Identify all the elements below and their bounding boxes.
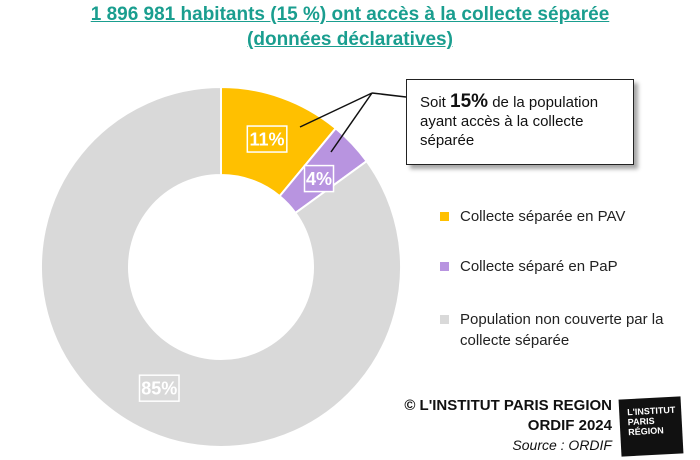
logo-line-3: RÉGION: [628, 425, 664, 438]
legend-label-pap: Collecte séparé en PaP: [460, 258, 618, 275]
institut-logo: L'INSTITUT PARIS RÉGION: [618, 396, 684, 457]
callout-pointer-link: [371, 92, 407, 98]
chart-title-line-1: 1 896 981 habitants (15 %) ont accès à l…: [90, 4, 610, 25]
callout-value: 15%: [450, 91, 489, 112]
legend-swatch-pav: [440, 212, 449, 221]
donut-label-box-non-couverte: [138, 374, 180, 402]
callout-box: Soit 15% de la population ayant accès à …: [406, 79, 634, 165]
callout-pointer-pap: [330, 92, 373, 153]
credit-source: Source : ORDIF: [512, 437, 612, 453]
callout-suffix: de la population ayant accès à la collec…: [420, 94, 599, 149]
donut-slice-labels: 11% 4% 85%: [138, 125, 335, 402]
credit-copyright: © L'INSTITUT PARIS REGION: [404, 397, 612, 414]
donut-label-box-pap: [303, 164, 335, 193]
callout-prefix: Soit: [420, 94, 451, 111]
legend-label-pav: Collecte séparée en PAV: [460, 208, 626, 225]
callout-pointers: [299, 92, 407, 153]
chart-title: 1 896 981 habitants (15 %) ont accès à l…: [0, 2, 700, 52]
legend-swatch-non-couverte: [440, 315, 449, 324]
donut-label-box-pav: [246, 125, 288, 153]
legend-item-pap: Collecte séparé en PaP: [440, 256, 690, 277]
donut-label-pav: 11%: [250, 129, 285, 149]
legend-item-non-couverte: Population non couverte par la collecte …: [440, 309, 690, 351]
donut-label-non-couverte: 85%: [141, 378, 177, 398]
legend-label-non-couverte: Population non couverte par la collecte …: [460, 311, 664, 349]
donut-slices: [40, 85, 402, 448]
legend-swatch-pap: [440, 262, 449, 271]
credit-block: © L'INSTITUT PARIS REGION ORDIF 2024 Sou…: [360, 396, 612, 455]
donut-slice-non-couverte: [40, 85, 402, 448]
donut-label-pap: 4%: [306, 169, 332, 189]
callout-pointer-pav: [299, 92, 373, 128]
credit-ordif: ORDIF 2024: [527, 417, 612, 434]
chart-title-line-2: (données déclaratives): [247, 29, 453, 50]
legend-item-pav: Collecte séparée en PAV: [440, 206, 690, 227]
